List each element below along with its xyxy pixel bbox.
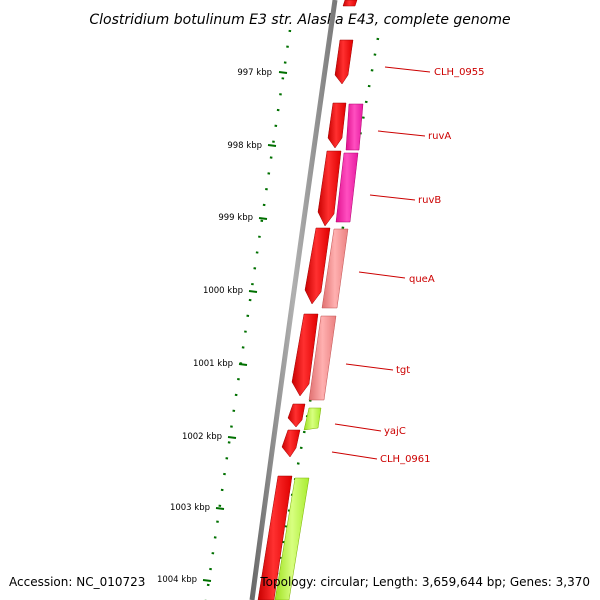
scale-label: 1000 kbp bbox=[203, 286, 243, 296]
scale-label: 997 kbp bbox=[237, 68, 272, 78]
accession-text: Accession: NC_010723 bbox=[9, 575, 145, 589]
gene-label-CLH_0955: CLH_0955 bbox=[434, 67, 485, 78]
gene-arrow bbox=[334, 39, 354, 85]
gene-label-ruvB: ruvB bbox=[418, 195, 441, 206]
map-title: Clostridium botulinum E3 str. Alaska E43… bbox=[89, 12, 510, 28]
gene-arrow bbox=[317, 150, 342, 227]
scale-ticks bbox=[202, 71, 288, 582]
gene-arrow-tgt bbox=[308, 315, 337, 401]
gene-arrow bbox=[291, 313, 319, 397]
gene-arrow bbox=[304, 227, 331, 305]
gene-arrow bbox=[342, 0, 358, 7]
gene-label-ruvA: ruvA bbox=[428, 131, 451, 142]
gene-arrow bbox=[327, 102, 347, 149]
scale-label: 1004 kbp bbox=[157, 575, 197, 585]
genome-backbone bbox=[249, 0, 338, 600]
scale-label: 998 kbp bbox=[227, 141, 262, 151]
scale-labels: 997 kbp 998 kbp 999 kbp 1000 kbp 1001 kb… bbox=[157, 68, 272, 585]
scale-label: 1001 kbp bbox=[193, 359, 233, 369]
gene-labels: CLH_0955 ruvA ruvB queA tgt yajC CLH_096… bbox=[380, 67, 485, 465]
gene-arrow bbox=[287, 403, 306, 428]
gene-label-queA: queA bbox=[409, 274, 435, 285]
gene-arrow bbox=[257, 475, 293, 600]
scale-label: 1003 kbp bbox=[170, 503, 210, 513]
gene-arrow bbox=[281, 429, 301, 458]
gene-label-yajC: yajC bbox=[384, 426, 406, 437]
cds-track-outer bbox=[274, 103, 364, 600]
cds-track-red bbox=[257, 0, 358, 600]
gene-arrow-ruvA bbox=[345, 103, 364, 151]
gene-arrow-ruvB bbox=[335, 152, 359, 223]
gene-label-leaders bbox=[331, 66, 431, 460]
scale-label: 1002 kbp bbox=[182, 432, 222, 442]
scale-label: 999 kbp bbox=[218, 213, 253, 223]
gene-arrow bbox=[274, 477, 310, 600]
gene-label-tgt: tgt bbox=[396, 365, 410, 376]
gene-label-CLH_0961: CLH_0961 bbox=[380, 454, 431, 465]
gene-arrow-yajC bbox=[303, 407, 322, 431]
gene-arrow-queA bbox=[321, 228, 349, 309]
topology-summary: Topology: circular; Length: 3,659,644 bp… bbox=[259, 575, 590, 589]
